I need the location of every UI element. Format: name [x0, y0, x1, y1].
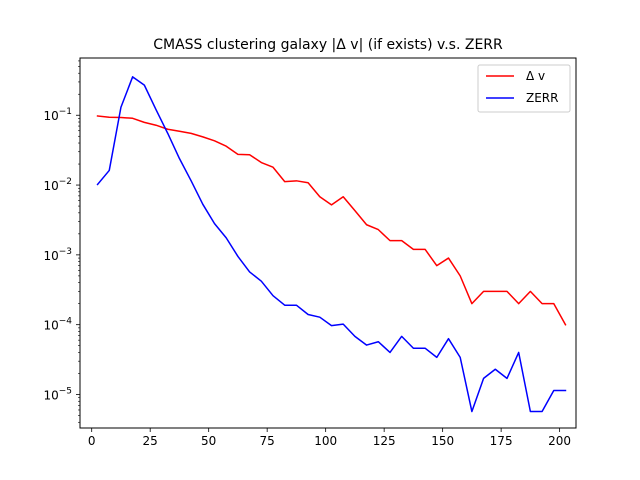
- x-tick-label: 175: [490, 434, 513, 448]
- legend-label-zerr: ZERR: [526, 91, 558, 105]
- x-tick-label: 0: [88, 434, 96, 448]
- y-tick-label: 10−5: [43, 386, 72, 402]
- x-axis: 0 25 50 75 100 125 150 175 200: [88, 428, 571, 448]
- plot-frame: [79, 57, 577, 429]
- x-tick-label: 100: [314, 434, 337, 448]
- y-tick-label: 10−4: [43, 317, 72, 333]
- chart-title: CMASS clustering galaxy |Δ v| (if exists…: [153, 37, 503, 53]
- x-tick-label: 200: [548, 434, 571, 448]
- x-tick-label: 75: [260, 434, 275, 448]
- y-tick-label: 10−1: [43, 107, 72, 123]
- legend-label-delta-v: Δ v: [526, 69, 545, 83]
- series-layer: [96, 76, 567, 413]
- y-tick-label: 10−3: [43, 247, 72, 263]
- y-axis: 10−5 10−4 10−3 10−2 10−1: [43, 60, 80, 423]
- series-line-zerr: [96, 76, 567, 413]
- y-tick-label: 10−2: [43, 177, 72, 193]
- series-line-delta-v: [96, 115, 567, 326]
- x-tick-label: 25: [143, 434, 158, 448]
- x-tick-label: 50: [201, 434, 216, 448]
- x-tick-label: 150: [431, 434, 454, 448]
- x-tick-label: 125: [373, 434, 396, 448]
- legend: Δ v ZERR: [477, 64, 571, 113]
